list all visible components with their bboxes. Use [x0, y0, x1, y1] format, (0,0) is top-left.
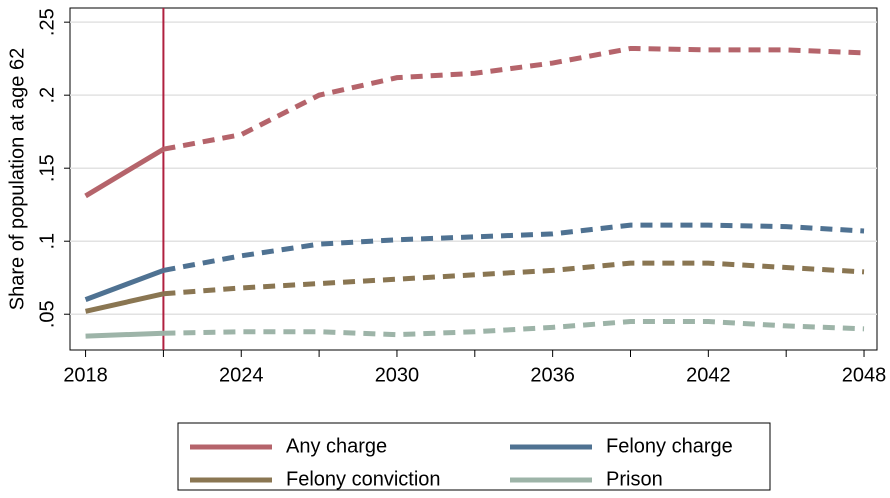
series-line	[84, 147, 165, 199]
projected-line	[163, 319, 865, 338]
y-tick-label: .05	[36, 300, 58, 328]
y-tick-label: .2	[36, 87, 58, 104]
x-tick-label: 2048	[842, 364, 887, 386]
legend-label: Prison	[606, 468, 663, 490]
series-line	[85, 291, 164, 314]
x-tick-label: 2024	[219, 364, 264, 386]
legend-label: Felony conviction	[286, 468, 441, 490]
legend-box	[177, 422, 771, 491]
x-tick-label: 2042	[686, 364, 731, 386]
y-axis-label: Share of population at age 62	[6, 48, 28, 310]
projected-line	[162, 45, 865, 152]
legend-label: Felony charge	[606, 435, 733, 457]
legend-label: Any charge	[286, 435, 387, 457]
x-tick-label: 2036	[530, 364, 575, 386]
x-tick-label: 2018	[63, 364, 108, 386]
series-line	[85, 330, 164, 339]
projected-line	[163, 260, 865, 297]
y-tick-label: .1	[36, 233, 58, 250]
projected-line	[162, 222, 865, 273]
series-line	[84, 268, 165, 302]
plot-frame	[69, 7, 878, 351]
y-tick-label: .25	[36, 8, 58, 36]
y-tick-label: .15	[36, 154, 58, 182]
x-tick-label: 2030	[375, 364, 420, 386]
